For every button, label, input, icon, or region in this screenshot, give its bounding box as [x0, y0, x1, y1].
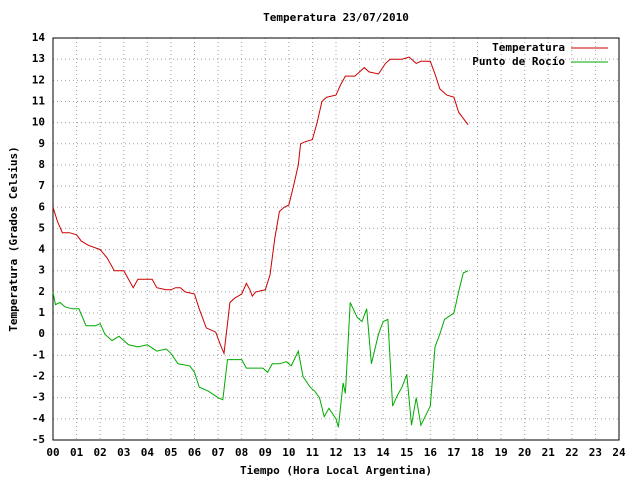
- y-tick-label: 3: [38, 264, 45, 277]
- series-line: [52, 270, 469, 428]
- y-tick-label: -4: [32, 412, 46, 425]
- y-tick-label: -1: [32, 348, 46, 361]
- y-tick-label: 5: [38, 221, 45, 234]
- x-tick-label: 14: [377, 446, 391, 459]
- x-tick-label: 16: [424, 446, 438, 459]
- y-tick-label: 13: [32, 52, 45, 65]
- y-tick-label: 7: [38, 179, 45, 192]
- y-tick-label: 6: [38, 200, 45, 213]
- y-axis-label: Temperatura (Grados Celsius): [7, 146, 20, 331]
- x-tick-label: 02: [94, 446, 107, 459]
- y-tick-label: 2: [38, 285, 45, 298]
- y-tick-label: 4: [38, 243, 45, 256]
- y-tick-label: 8: [38, 158, 45, 171]
- x-tick-label: 01: [70, 446, 84, 459]
- y-tick-label: -5: [32, 433, 45, 446]
- x-axis-label: Tiempo (Hora Local Argentina): [240, 464, 432, 477]
- x-tick-label: 12: [329, 446, 342, 459]
- x-tick-label: 11: [306, 446, 320, 459]
- y-tick-label: 0: [38, 327, 45, 340]
- x-tick-label: 20: [518, 446, 531, 459]
- x-tick-label: 00: [46, 446, 59, 459]
- series-line: [52, 56, 469, 356]
- x-tick-label: 21: [542, 446, 556, 459]
- plot-border: [52, 37, 620, 441]
- chart-title: Temperatura 23/07/2010: [263, 11, 409, 24]
- legend-label: Temperatura: [492, 41, 565, 54]
- x-tick-label: 05: [164, 446, 177, 459]
- x-tick-label: 09: [259, 446, 272, 459]
- x-tick-label: 17: [447, 446, 460, 459]
- legend-label: Punto de Rocío: [472, 55, 565, 68]
- x-tick-label: 15: [400, 446, 413, 459]
- x-tick-label: 10: [282, 446, 295, 459]
- x-tick-label: 18: [471, 446, 484, 459]
- x-tick-label: 24: [612, 446, 626, 459]
- y-tick-label: -2: [32, 370, 45, 383]
- x-tick-label: 19: [494, 446, 507, 459]
- y-tick-label: 11: [32, 94, 46, 107]
- y-tick-label: 10: [32, 116, 45, 129]
- y-tick-label: 9: [38, 137, 45, 150]
- x-tick-label: 08: [235, 446, 248, 459]
- y-tick-label: 1: [38, 306, 45, 319]
- x-tick-label: 07: [211, 446, 224, 459]
- x-tick-label: 03: [117, 446, 130, 459]
- x-tick-label: 23: [589, 446, 602, 459]
- y-tick-label: 14: [32, 31, 46, 44]
- y-tick-label: 12: [32, 73, 45, 86]
- x-tick-label: 06: [188, 446, 202, 459]
- x-tick-label: 04: [141, 446, 155, 459]
- y-tick-label: -3: [32, 391, 45, 404]
- x-tick-label: 22: [565, 446, 578, 459]
- x-tick-label: 13: [353, 446, 366, 459]
